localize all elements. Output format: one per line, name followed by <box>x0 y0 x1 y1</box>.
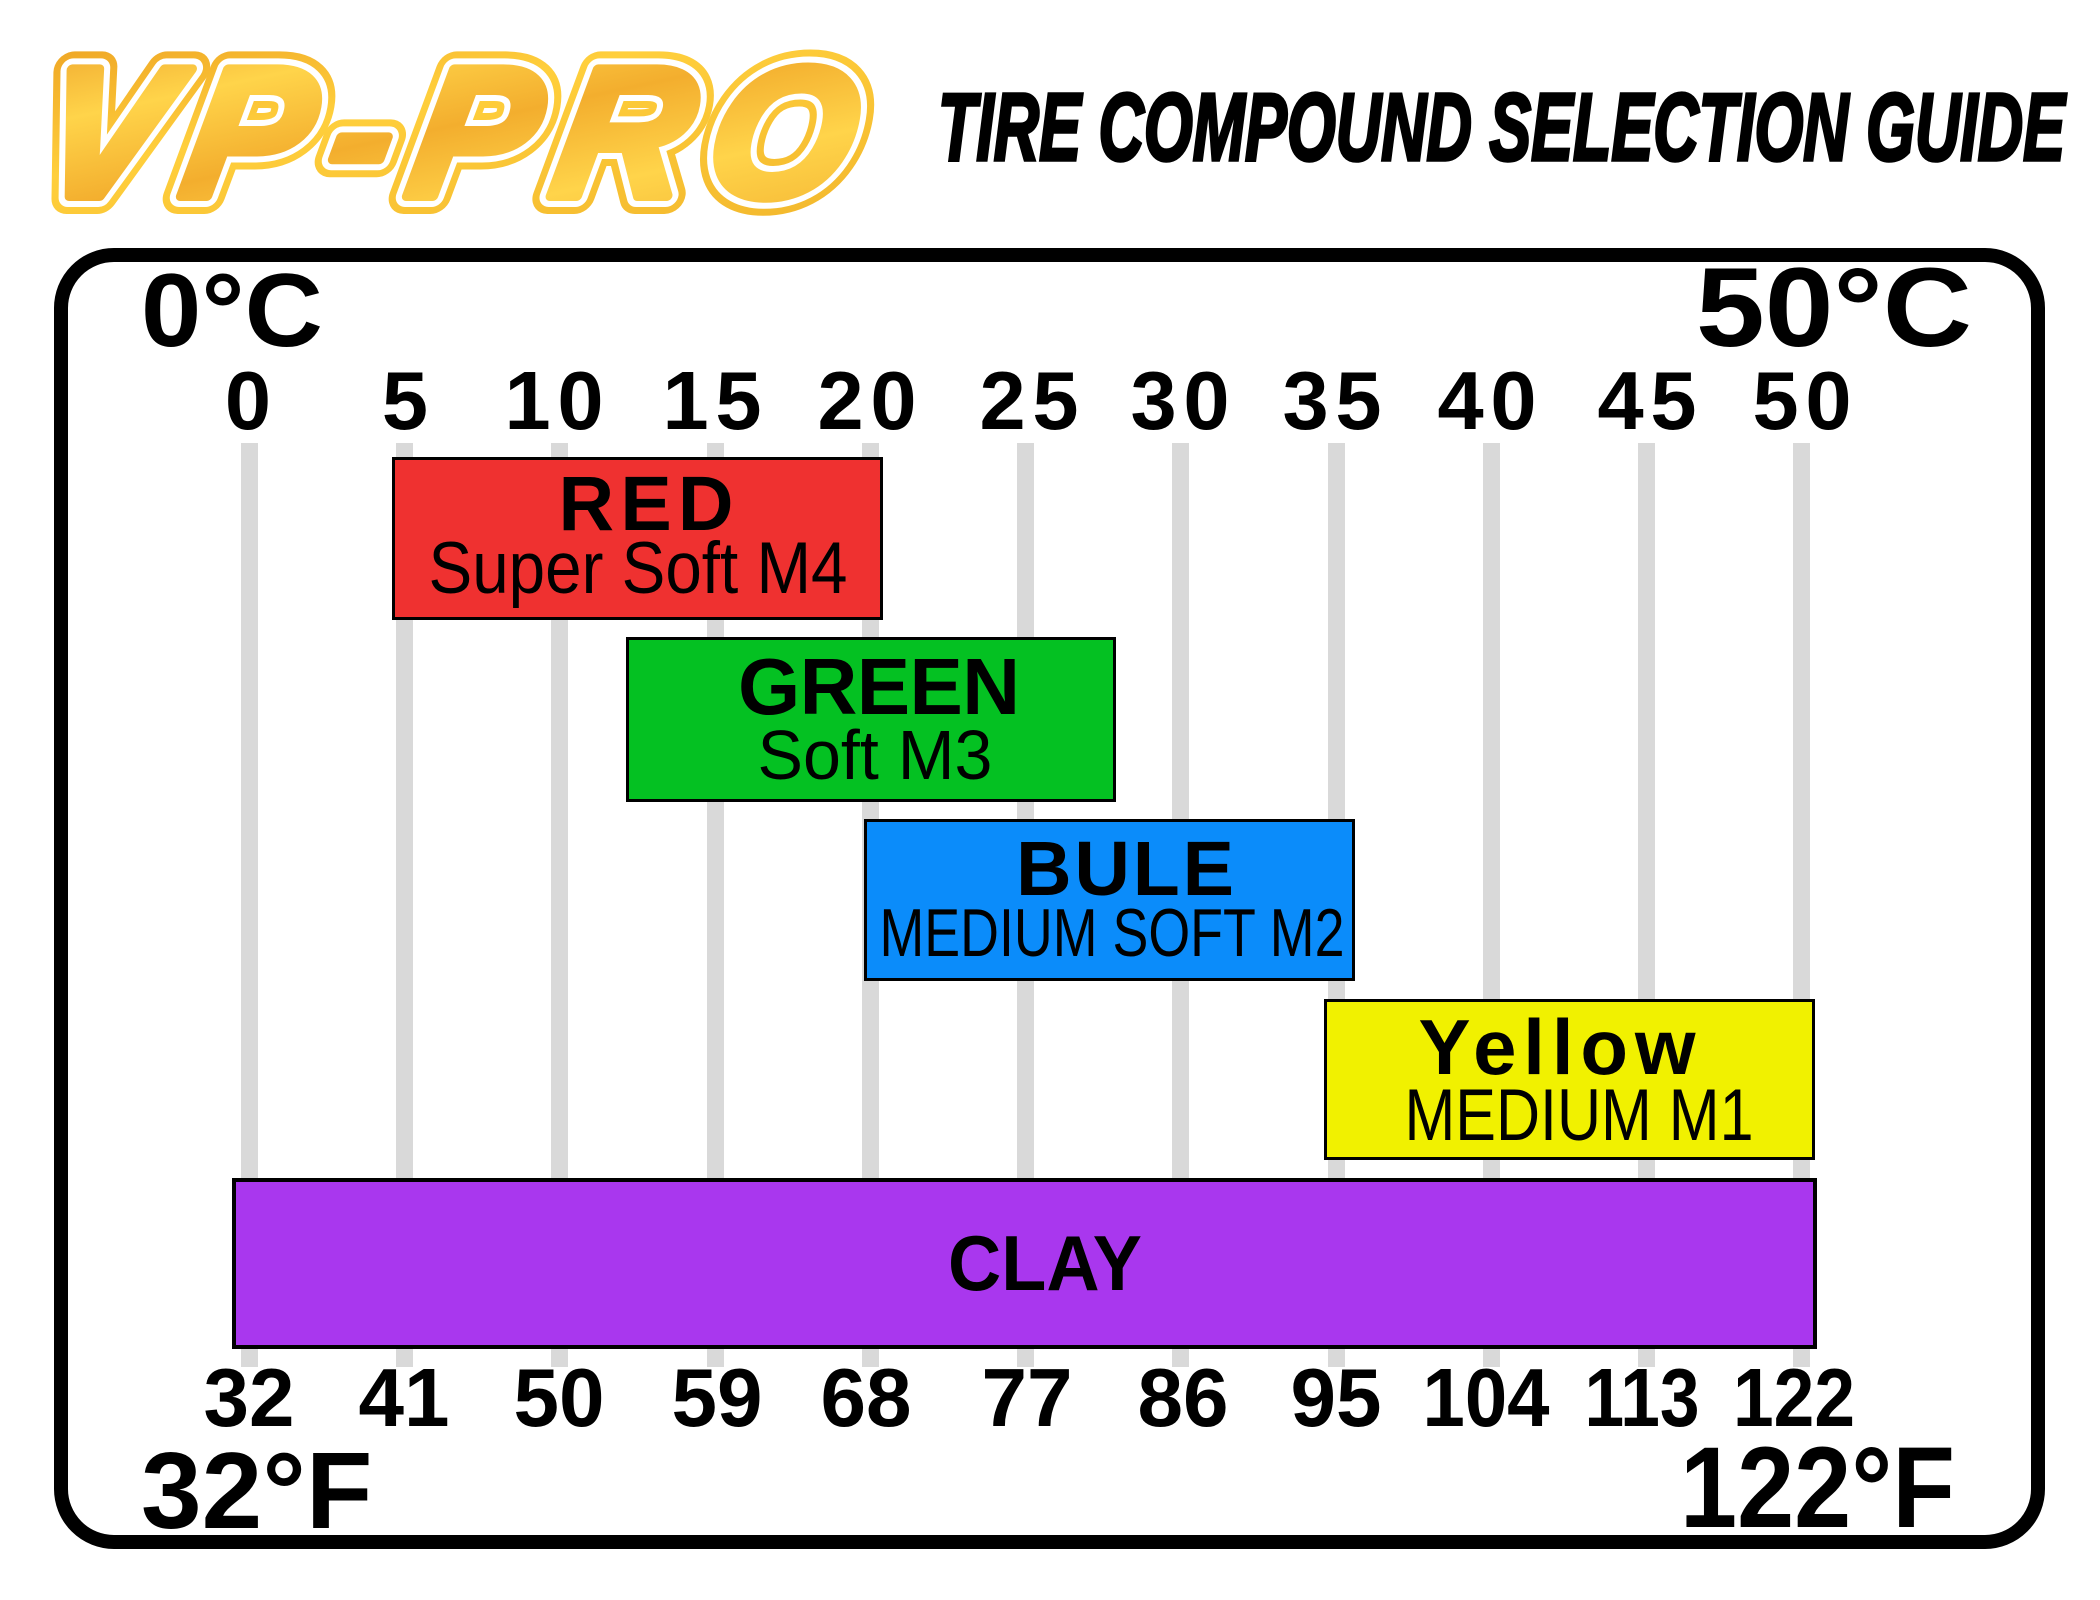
svg-text:GREEN: GREEN <box>738 642 1020 731</box>
svg-text:25: 25 <box>980 354 1079 447</box>
svg-text:77: 77 <box>982 1351 1073 1444</box>
svg-text:86: 86 <box>1138 1351 1229 1444</box>
svg-text:41: 41 <box>359 1351 450 1444</box>
svg-text:0: 0 <box>225 354 271 447</box>
svg-text:VP-PRO: VP-PRO <box>30 30 895 235</box>
svg-text:15: 15 <box>663 354 762 447</box>
svg-text:45: 45 <box>1598 354 1697 447</box>
svg-text:Yellow: Yellow <box>1419 1003 1696 1091</box>
svg-text:35: 35 <box>1283 354 1382 447</box>
svg-text:VP-PRO: VP-PRO <box>30 30 895 235</box>
svg-text:CLAY: CLAY <box>948 1219 1142 1307</box>
svg-text:RED: RED <box>559 461 734 547</box>
svg-text:95: 95 <box>1291 1351 1382 1444</box>
svg-text:50: 50 <box>514 1351 605 1444</box>
svg-text:VP-PRO: VP-PRO <box>30 30 895 235</box>
svg-text:5: 5 <box>382 354 428 447</box>
svg-text:30: 30 <box>1131 354 1230 447</box>
svg-text:BULE: BULE <box>1016 826 1234 912</box>
svg-text:20: 20 <box>818 354 917 447</box>
svg-text:32°F: 32°F <box>141 1430 372 1552</box>
svg-text:MEDIUM SOFT M2: MEDIUM SOFT M2 <box>880 895 1345 971</box>
svg-text:MEDIUM M1: MEDIUM M1 <box>1405 1075 1754 1156</box>
svg-text:10: 10 <box>505 354 604 447</box>
svg-text:68: 68 <box>821 1351 912 1444</box>
svg-text:32: 32 <box>204 1351 295 1444</box>
svg-text:122: 122 <box>1733 1351 1855 1444</box>
svg-text:Soft M3: Soft M3 <box>758 716 993 794</box>
svg-text:40: 40 <box>1438 354 1537 447</box>
svg-text:Super Soft M4: Super Soft M4 <box>429 528 848 609</box>
svg-text:50°C: 50°C <box>1696 245 1972 370</box>
svg-text:TIRE COMPOUND SELECTION GUIDE: TIRE COMPOUND SELECTION GUIDE <box>938 74 2067 181</box>
svg-text:104: 104 <box>1423 1351 1550 1444</box>
svg-text:122°F: 122°F <box>1680 1424 1955 1552</box>
svg-text:113: 113 <box>1585 1351 1700 1444</box>
svg-text:0°C: 0°C <box>141 253 323 369</box>
svg-text:59: 59 <box>672 1351 763 1444</box>
